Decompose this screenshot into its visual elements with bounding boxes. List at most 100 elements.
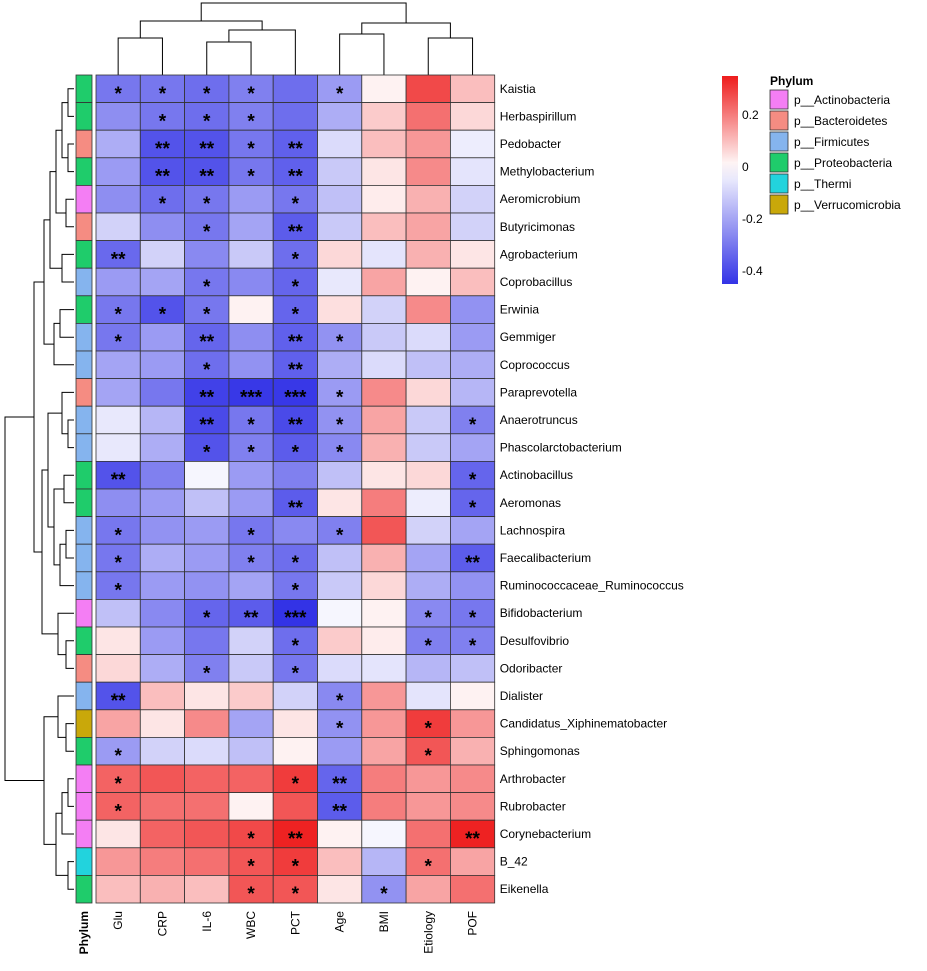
heatmap-cell xyxy=(95,350,141,380)
heatmap-cell xyxy=(139,792,186,821)
significance-star: ** xyxy=(465,829,480,850)
heatmap-cell xyxy=(361,184,407,214)
phylum-cell xyxy=(75,129,93,159)
heatmap-cell xyxy=(228,737,274,766)
heatmap-cell xyxy=(184,571,230,600)
phylum-cell xyxy=(75,847,93,876)
heatmap-cell xyxy=(184,764,230,794)
heatmap-cell xyxy=(449,267,496,297)
phylum-cell xyxy=(75,709,93,738)
heatmap-cell xyxy=(405,102,451,131)
heatmap-cell xyxy=(449,184,496,214)
heatmap-cell xyxy=(317,350,363,380)
heatmap-cell xyxy=(228,212,274,242)
row-label: Paraprevotella xyxy=(500,385,578,399)
legend-label: p__Verrucomicrobia xyxy=(794,198,901,212)
heatmap-cell xyxy=(317,819,363,849)
phylum-cell xyxy=(75,102,93,131)
heatmap-cell xyxy=(139,681,186,711)
significance-star: * xyxy=(292,194,300,215)
heatmap-cell xyxy=(361,460,407,490)
phylum-cell xyxy=(75,240,93,269)
phylum-cell xyxy=(75,267,93,297)
heatmap-cell xyxy=(228,295,274,324)
heatmap-cell xyxy=(405,157,451,186)
significance-star: * xyxy=(114,581,122,602)
heatmap-cell xyxy=(95,792,141,821)
significance-star: * xyxy=(336,387,344,408)
heatmap-cell xyxy=(405,571,451,600)
legend-swatch xyxy=(769,89,789,110)
legend-label: p__Actinobacteria xyxy=(794,93,890,107)
heatmap-cell xyxy=(361,212,407,242)
significance-star: * xyxy=(247,525,255,546)
legend-label: p__Proteobacteria xyxy=(794,156,892,170)
significance-star: * xyxy=(203,305,211,326)
phylum-cell xyxy=(75,737,93,766)
significance-star: * xyxy=(336,691,344,712)
significance-star: * xyxy=(247,84,255,105)
phylum-cell xyxy=(75,350,93,380)
color-bar xyxy=(722,76,738,284)
significance-star: ** xyxy=(111,470,126,491)
heatmap-cell xyxy=(272,212,318,242)
heatmap-cell xyxy=(184,129,230,159)
dendrogram-branch xyxy=(65,529,74,559)
heatmap-cell xyxy=(317,571,363,600)
heatmap-cell xyxy=(228,571,274,600)
dendrogram-branch xyxy=(59,543,74,587)
phylum-cell xyxy=(75,405,93,435)
heatmap-cell xyxy=(361,405,407,435)
significance-star: ** xyxy=(111,691,126,712)
significance-star: * xyxy=(336,719,344,740)
heatmap-cell xyxy=(272,378,318,407)
heatmap-cell xyxy=(361,543,407,573)
significance-star: * xyxy=(469,470,477,491)
dendrogram-branch xyxy=(206,41,252,75)
heatmap-cell xyxy=(139,350,186,380)
significance-star: * xyxy=(425,636,433,657)
heatmap-cell xyxy=(184,295,230,324)
color-bar-tick: 0 xyxy=(742,160,749,174)
significance-star: *** xyxy=(284,608,307,629)
row-label: Kaistia xyxy=(500,82,536,96)
phylum-cell xyxy=(75,626,93,656)
heatmap-cell xyxy=(361,737,407,766)
heatmap-cell xyxy=(361,74,407,104)
heatmap-cell xyxy=(317,543,363,573)
dendrogram-branch xyxy=(41,469,58,635)
phylum-cell xyxy=(75,792,93,821)
dendrogram-branch xyxy=(67,419,74,449)
dendrogram-branch xyxy=(67,88,74,117)
heatmap-cell xyxy=(272,488,318,518)
row-label: Candidatus_Xiphinematobacter xyxy=(500,717,667,731)
heatmap-cell xyxy=(272,516,318,545)
dendrogram-branch xyxy=(361,22,451,38)
heatmap-cell xyxy=(95,405,141,435)
row-label: Coprococcus xyxy=(500,358,570,372)
column-label: Glu xyxy=(111,911,125,930)
heatmap-cell xyxy=(95,240,141,269)
heatmap-cell xyxy=(228,516,274,545)
phylum-cell xyxy=(75,681,93,711)
heatmap-cell xyxy=(361,654,407,683)
heatmap-cell xyxy=(361,350,407,380)
heatmap-cell xyxy=(95,295,141,324)
heatmap-cell xyxy=(361,488,407,518)
heatmap-cell xyxy=(139,875,186,904)
heatmap-cell xyxy=(361,792,407,821)
heatmap-cell xyxy=(272,737,318,766)
heatmap-cell xyxy=(95,129,141,159)
row-label: Herbaspirillum xyxy=(500,109,577,123)
heatmap-cell xyxy=(95,571,141,600)
row-label: Agrobacterium xyxy=(500,247,578,261)
significance-star: ** xyxy=(288,360,303,381)
heatmap-cell xyxy=(317,737,363,766)
heatmap-cell xyxy=(228,240,274,269)
dendrogram-branch xyxy=(67,861,74,890)
heatmap-cell xyxy=(405,709,451,738)
dendrogram-branch xyxy=(339,33,385,75)
heatmap-cell xyxy=(139,267,186,297)
significance-star: ** xyxy=(288,222,303,243)
significance-star: * xyxy=(114,774,122,795)
